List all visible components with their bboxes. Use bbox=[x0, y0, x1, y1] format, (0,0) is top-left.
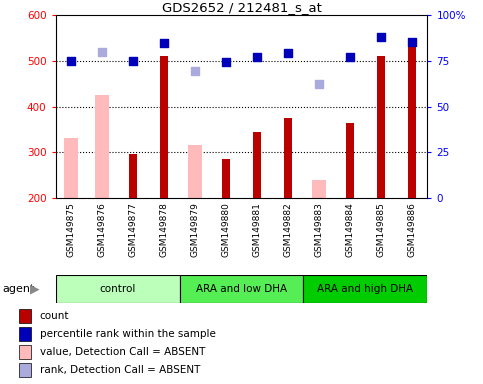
Point bbox=[377, 34, 385, 40]
Bar bbox=[253, 132, 261, 198]
Bar bbox=[180, 275, 303, 303]
Point bbox=[129, 58, 137, 64]
Bar bbox=[284, 118, 292, 198]
Bar bbox=[129, 154, 137, 198]
Text: GSM149880: GSM149880 bbox=[222, 202, 230, 257]
Bar bbox=[19, 327, 30, 341]
Text: GSM149886: GSM149886 bbox=[408, 202, 416, 257]
Text: GSM149876: GSM149876 bbox=[98, 202, 107, 257]
Text: percentile rank within the sample: percentile rank within the sample bbox=[40, 329, 216, 339]
Bar bbox=[408, 45, 416, 198]
Bar bbox=[160, 56, 168, 198]
Text: ▶: ▶ bbox=[30, 282, 40, 295]
Point bbox=[346, 54, 354, 60]
Bar bbox=[19, 345, 30, 359]
Bar bbox=[19, 309, 30, 323]
Text: GSM149885: GSM149885 bbox=[376, 202, 385, 257]
Text: control: control bbox=[99, 284, 136, 294]
Point bbox=[191, 68, 199, 74]
Text: GSM149879: GSM149879 bbox=[190, 202, 199, 257]
Point bbox=[67, 58, 75, 64]
Text: GSM149877: GSM149877 bbox=[128, 202, 138, 257]
Bar bbox=[95, 95, 109, 198]
Bar bbox=[312, 180, 326, 198]
Point bbox=[253, 54, 261, 60]
Point bbox=[98, 49, 106, 55]
Bar bbox=[188, 145, 202, 198]
Text: GSM149878: GSM149878 bbox=[159, 202, 169, 257]
Text: ARA and high DHA: ARA and high DHA bbox=[317, 284, 413, 294]
Bar bbox=[303, 275, 427, 303]
Bar bbox=[64, 139, 78, 198]
Point bbox=[160, 40, 168, 46]
Text: GSM149875: GSM149875 bbox=[67, 202, 75, 257]
Text: count: count bbox=[40, 311, 69, 321]
Point bbox=[408, 39, 416, 45]
Text: agent: agent bbox=[2, 284, 35, 294]
Bar bbox=[377, 56, 385, 198]
Bar bbox=[222, 159, 230, 198]
Point bbox=[284, 50, 292, 56]
Bar bbox=[346, 122, 354, 198]
Text: value, Detection Call = ABSENT: value, Detection Call = ABSENT bbox=[40, 347, 205, 357]
Text: GSM149883: GSM149883 bbox=[314, 202, 324, 257]
Text: ARA and low DHA: ARA and low DHA bbox=[196, 284, 287, 294]
Text: rank, Detection Call = ABSENT: rank, Detection Call = ABSENT bbox=[40, 365, 200, 375]
Text: GSM149882: GSM149882 bbox=[284, 202, 293, 257]
Text: GSM149884: GSM149884 bbox=[345, 202, 355, 257]
Bar bbox=[56, 275, 180, 303]
Bar bbox=[19, 363, 30, 376]
Title: GDS2652 / 212481_s_at: GDS2652 / 212481_s_at bbox=[161, 1, 322, 14]
Text: GSM149881: GSM149881 bbox=[253, 202, 261, 257]
Point bbox=[222, 59, 230, 65]
Point bbox=[315, 81, 323, 87]
